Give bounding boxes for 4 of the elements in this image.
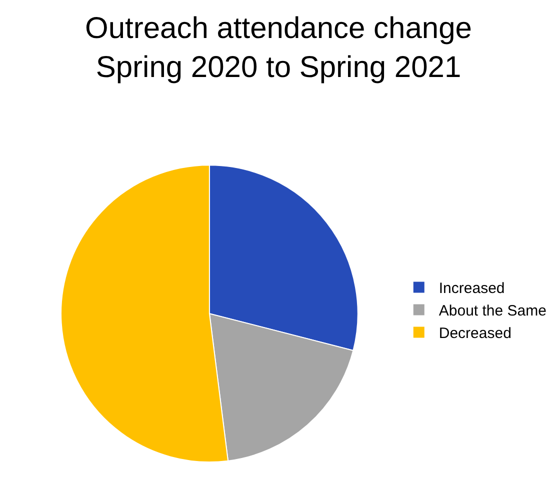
legend-label: Increased [438, 280, 505, 298]
legend-label: About the Same [438, 302, 546, 320]
chart-title: Outreach attendance change Spring 2020 to Spring 2021 [85, 12, 472, 84]
legend-label: Decreased [438, 325, 512, 342]
